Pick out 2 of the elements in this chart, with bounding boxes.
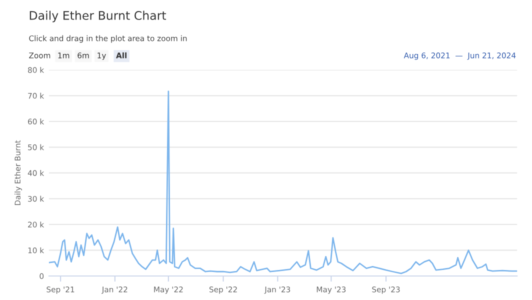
chart-title: Daily Ether Burnt Chart: [30, 10, 166, 22]
line-series: [48, 90, 518, 274]
